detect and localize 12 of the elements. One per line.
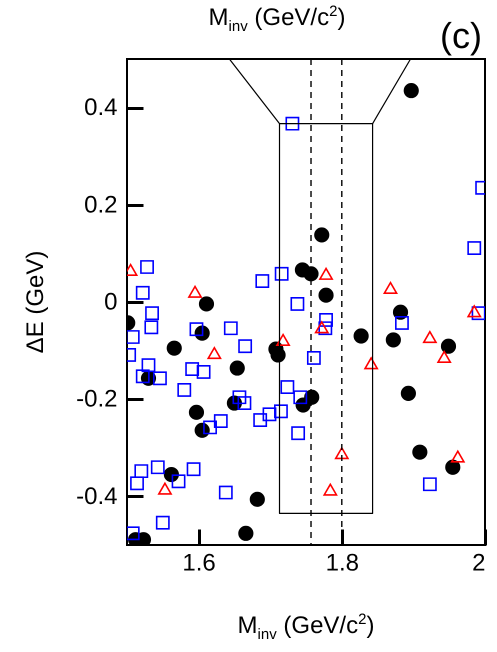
x-tick-label: 2 <box>472 550 486 576</box>
x-tick-label: 1.8 <box>326 550 359 576</box>
text: M$_{inv}$ (GeV/c$^{2}$) <box>208 3 346 35</box>
y-axis-title: ΔE (GeV) <box>22 250 49 354</box>
y-tick-label: -0.2 <box>76 386 118 413</box>
y-tick-label: 0.4 <box>84 94 118 122</box>
y-tick-label: 0 <box>104 288 118 316</box>
x-axis-title: M$_{inv}$ (GeV/c$^{2}$) <box>238 611 374 643</box>
y-tick-label: -0.4 <box>76 482 118 510</box>
text: (c) <box>440 15 482 56</box>
y-tick-label: 0.2 <box>84 191 118 218</box>
x-tick-label: 1.6 <box>182 550 216 576</box>
